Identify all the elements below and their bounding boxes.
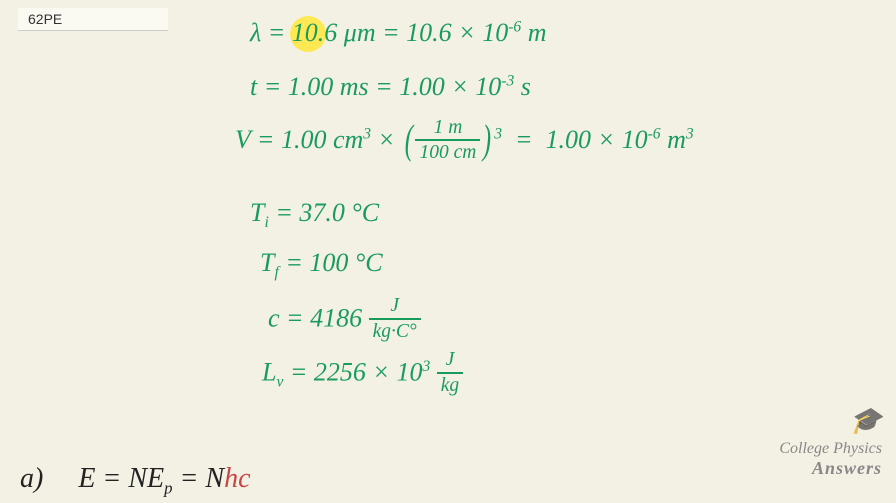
part-label: a) xyxy=(20,463,43,494)
equation-line-2: V = 1.00 cm3 × (1 m100 cm)3 = 1.00 × 10-… xyxy=(235,118,694,166)
equation-line-6: Lv = 2256 × 103 Jkg xyxy=(262,352,463,397)
equation-line-3: Ti = 37.0 °C xyxy=(250,198,379,232)
watermark-line2: Answers xyxy=(779,458,882,479)
problem-label: 62PE xyxy=(18,8,168,31)
watermark: 🎓 College Physics Answers xyxy=(779,406,882,479)
equation-line-4: Tf = 100 °C xyxy=(260,248,383,282)
watermark-icon: 🎓 xyxy=(779,406,882,436)
equation-line-5: c = 4186 Jkg·C° xyxy=(268,298,421,343)
equation-line-0: λ = 10.6 μm = 10.6 × 10-6 m xyxy=(250,18,547,48)
energy-expr-1: E = NE xyxy=(78,463,164,494)
part-a-equation: a) E = NEp = Nhc xyxy=(20,463,251,499)
equation-line-1: t = 1.00 ms = 1.00 × 10-3 s xyxy=(250,72,531,102)
hc-term: hc xyxy=(224,463,250,494)
watermark-line1: College Physics xyxy=(779,440,882,458)
